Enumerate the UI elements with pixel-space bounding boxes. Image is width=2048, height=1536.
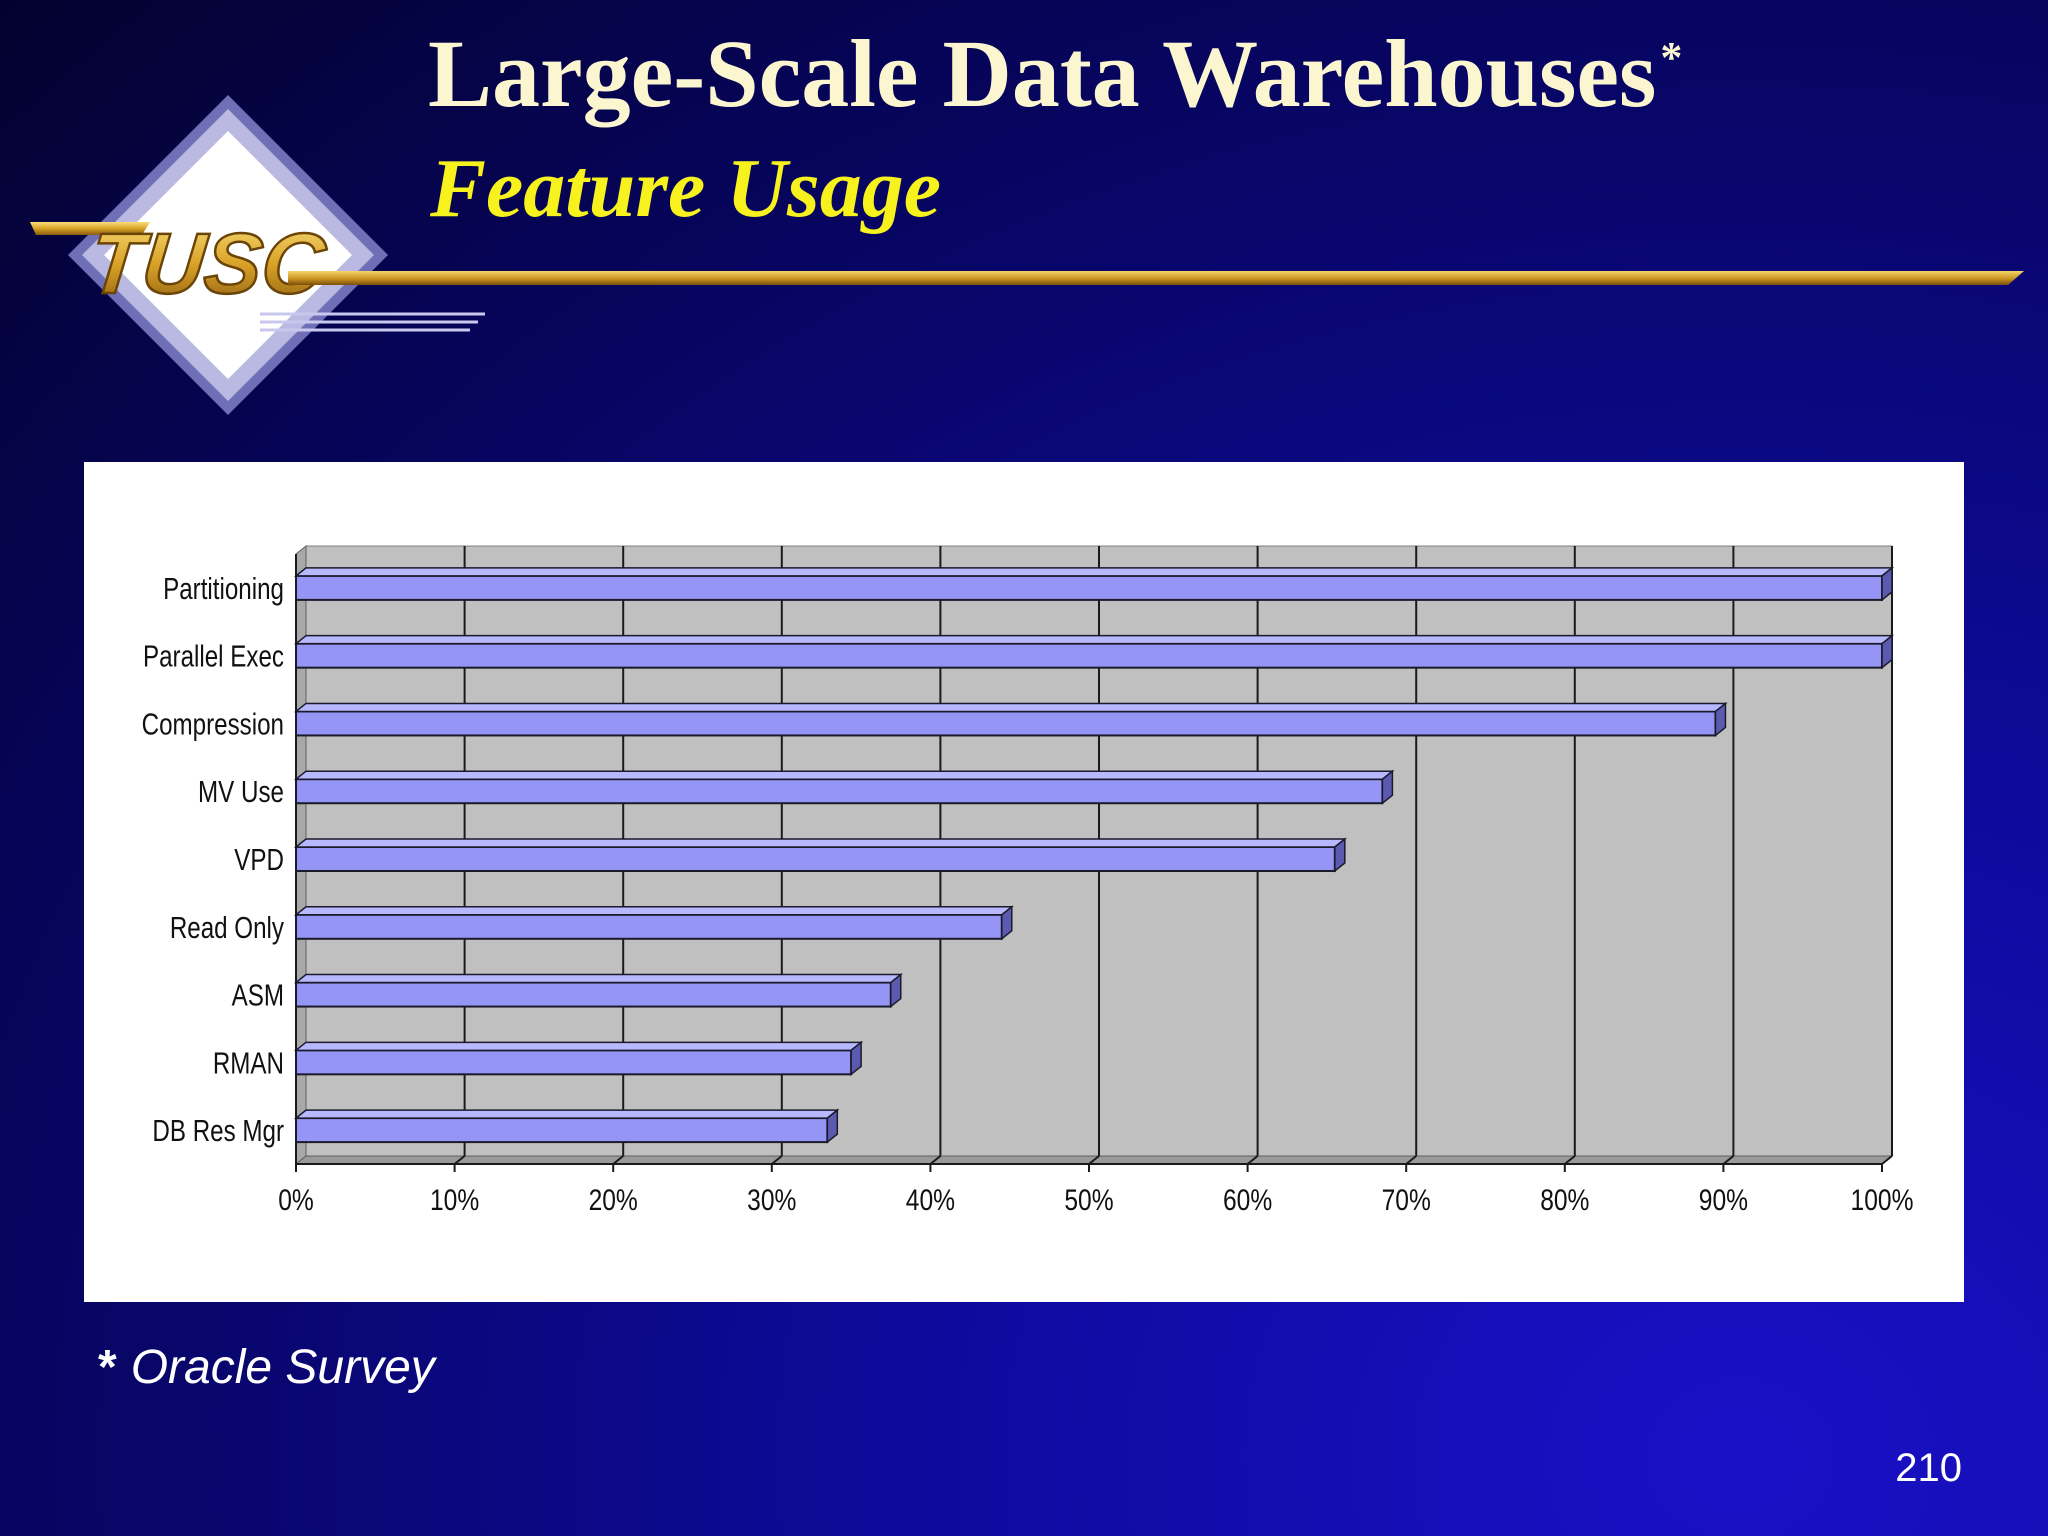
bar: [295, 778, 1384, 805]
gridline-floor: [1564, 1155, 1576, 1165]
logo-text: TUSC: [85, 216, 331, 312]
bar-top: [293, 838, 1347, 848]
category-label: RMAN: [213, 1045, 284, 1080]
bar-end: [1334, 837, 1346, 873]
category-label: Read Only: [170, 910, 284, 945]
bar: [295, 710, 1717, 737]
x-tick-label: 30%: [747, 1183, 796, 1217]
gridline-floor: [612, 1155, 624, 1165]
gridline-floor: [1722, 1155, 1735, 1165]
x-tick-label: 0%: [278, 1183, 314, 1217]
gridline-floor: [453, 1155, 466, 1165]
bar-top: [293, 1109, 840, 1119]
category-label: MV Use: [198, 774, 284, 809]
page-number: 210: [1895, 1446, 1962, 1490]
x-tick-label: 40%: [906, 1183, 955, 1217]
category-label: ASM: [232, 978, 284, 1013]
bar-end: [1714, 701, 1727, 738]
bar-end: [890, 972, 902, 1009]
bar: [295, 981, 892, 1008]
bar: [295, 574, 1883, 601]
bar: [295, 642, 1883, 669]
chart-panel: 0% 10% 20% 30% 40% 50% 60% 70% 80% 90% 100% Partiti…: [84, 462, 1964, 1302]
bar: [295, 1049, 853, 1076]
gridline-floor: [1088, 1155, 1100, 1165]
bar-end: [1881, 566, 1893, 602]
bar-top: [293, 906, 1014, 916]
category-label: DB Res Mgr: [152, 1113, 284, 1148]
x-tick-label: 90%: [1699, 1183, 1748, 1217]
title-asterisk: *: [1660, 33, 1683, 82]
x-tick-label: 10%: [430, 1183, 479, 1217]
bar: [295, 913, 1003, 940]
title-text: Large-Scale Data Warehouses: [428, 20, 1657, 127]
category-label: Compression: [142, 707, 284, 742]
footnote-text: Oracle Survey: [130, 1341, 435, 1394]
category-label: Partitioning: [163, 571, 284, 606]
bar-top: [293, 567, 1895, 577]
slide-subtitle: Feature Usage: [430, 142, 941, 235]
bar-end: [850, 1040, 862, 1076]
category-label: VPD: [234, 842, 284, 877]
bar: [295, 846, 1336, 872]
gridline-floor: [1881, 1155, 1893, 1165]
bar-top: [293, 702, 1728, 713]
x-tick-label: 60%: [1223, 1183, 1272, 1217]
x-tick-label: 20%: [589, 1183, 638, 1217]
gold-rule: [288, 271, 2024, 285]
gridline-floor: [1405, 1155, 1417, 1165]
bar-end: [1381, 769, 1394, 805]
x-tick-label: 50%: [1064, 1183, 1113, 1217]
footnote-asterisk: *: [98, 1341, 117, 1394]
bar-end: [1881, 634, 1893, 670]
bar-top: [293, 973, 903, 984]
tusc-logo: TUSC: [30, 95, 485, 415]
bar-top: [293, 634, 1895, 645]
gridline-floor: [771, 1155, 783, 1165]
bar-top: [293, 770, 1395, 780]
gridline-floor: [1246, 1155, 1259, 1165]
x-tick-label: 80%: [1540, 1183, 1589, 1217]
x-tick-label: 70%: [1382, 1183, 1431, 1217]
category-label: Parallel Exec: [143, 639, 284, 674]
bar-end: [826, 1108, 839, 1144]
x-tick-label: 100%: [1851, 1183, 1914, 1217]
feature-usage-chart: 0% 10% 20% 30% 40% 50% 60% 70% 80% 90% 100% Partiti…: [142, 544, 1914, 1217]
bar-end: [1001, 905, 1013, 941]
bar-top: [293, 1041, 864, 1052]
gridline-floor: [929, 1155, 942, 1165]
bar: [295, 1117, 829, 1144]
slide-title: Large-Scale Data Warehouses*: [428, 18, 1682, 129]
footnote: * Oracle Survey: [98, 1340, 435, 1395]
